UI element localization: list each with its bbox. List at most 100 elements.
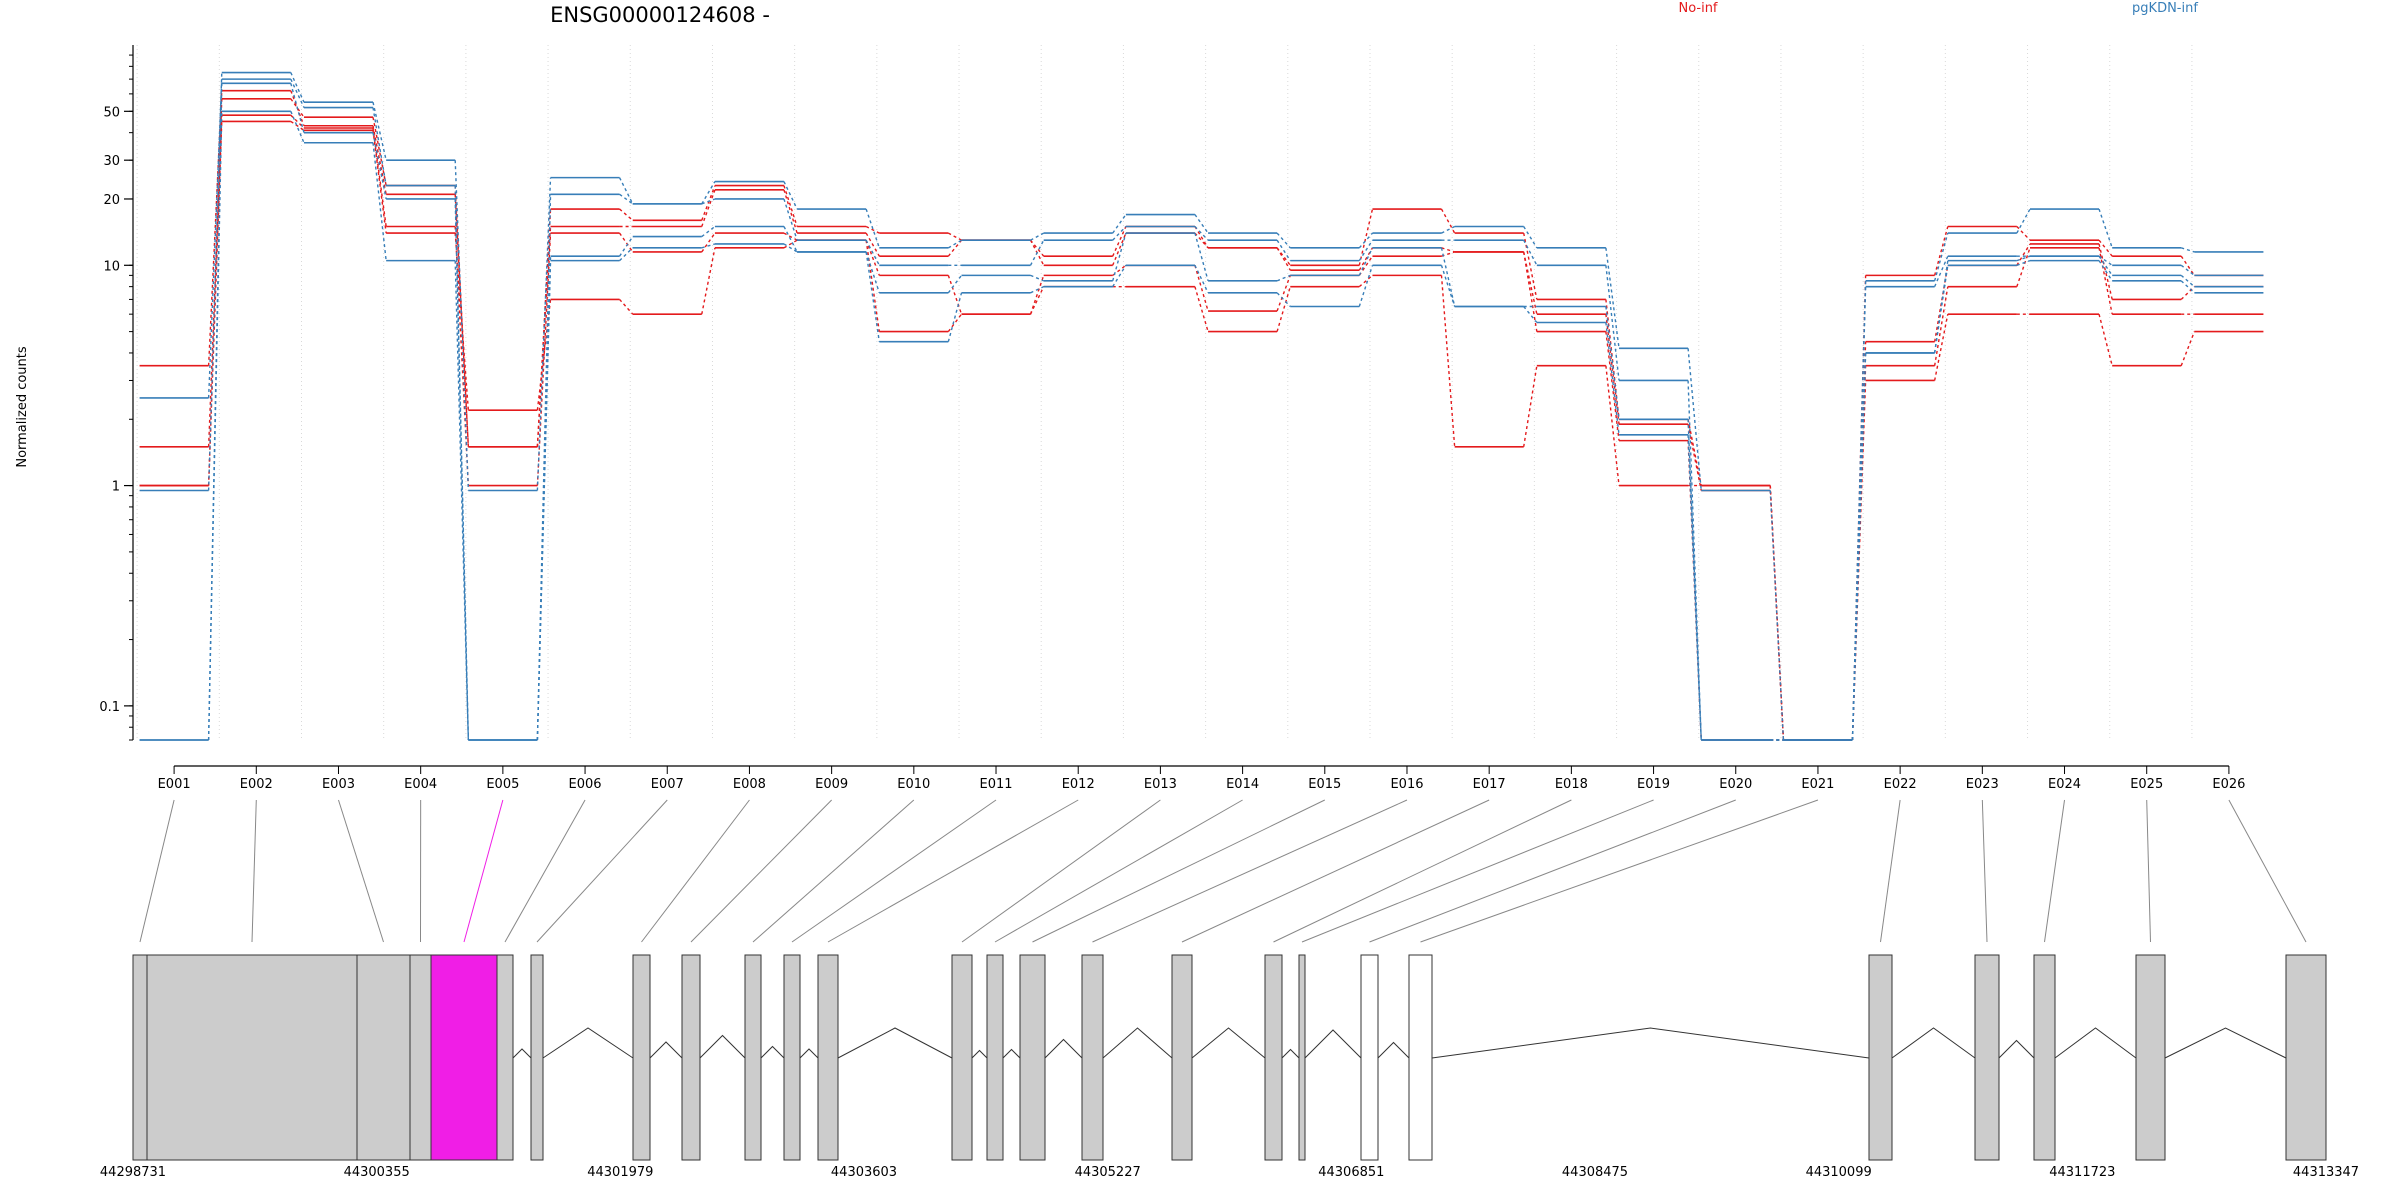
x-tick-label: E003 [322,777,355,792]
intron-line [1431,1027,1870,1059]
series-connector [865,208,880,249]
series-connector [1523,226,1538,249]
x-tick-label: E005 [486,777,519,792]
series-connector [618,236,634,257]
series-connector [1523,251,1538,315]
exon-box [1081,954,1104,1161]
series-connector [948,232,962,241]
grid-lines [136,45,2193,740]
series-connector [783,226,798,253]
series-connector [454,260,470,741]
series-connector [1276,275,1291,312]
y-axis-label: Normalized counts [15,346,30,468]
exon-connector [536,799,668,943]
series-connector [1605,265,1620,381]
gene-model [132,954,2327,1161]
series-connector [1687,419,1702,486]
series-connector [1112,264,1127,288]
intron-line [837,1027,953,1059]
exon-box [356,954,411,1161]
series-connector [947,292,963,342]
series-connector [783,232,798,241]
genomic-coordinate-label: 44311723 [2049,1165,2115,1180]
x-axis: E001 E002 E003 E004 E005 E006 E007 E008 E009 E010… [158,765,2245,792]
series-connector [1523,365,1538,447]
x-tick-label: E016 [1390,777,1423,792]
series-connector [701,185,716,221]
series-connector [2180,255,2195,276]
series-connector [1687,424,1702,491]
x-tick-label: E021 [1801,777,1834,792]
series-connector [1523,251,1538,332]
x-tick-label: E002 [240,777,273,792]
series-connector [701,232,716,253]
x-tick-label: E023 [1966,777,1999,792]
x-tick-label: E009 [815,777,848,792]
exon-connector [1032,799,1326,943]
exon-box [1360,954,1379,1161]
genomic-coordinate-label: 44301979 [587,1165,653,1180]
exon-box [530,954,544,1161]
y-tick-label: 1 [112,480,120,495]
exon-connector [139,799,175,943]
exon-box [2135,954,2166,1161]
series-connector [1276,247,1291,266]
series-connector [783,181,798,210]
x-tick-label: E026 [2212,777,2245,792]
intron-line [1191,1027,1266,1059]
x-tick-label: E014 [1226,777,1259,792]
x-tick-label: E006 [569,777,602,792]
exon-box [1974,954,2000,1161]
series-connector [372,130,387,234]
series-connector [372,102,387,161]
exon-connector [1420,799,1819,943]
exon-box [1868,954,1893,1161]
series-connector [1358,247,1374,276]
exon-box [2033,954,2056,1161]
series-connector [290,98,305,118]
series-connector [1358,255,1374,276]
x-tick-label: E019 [1637,777,1670,792]
intron-line [1002,1048,1021,1059]
genomic-coordinate-label: 44308475 [1562,1165,1628,1180]
genomic-coordinate-label: 44298731 [100,1165,166,1180]
exon-box [1298,954,1306,1161]
x-tick-label: E013 [1144,777,1177,792]
exon-connector-lines [139,799,2307,943]
exon-box [1019,954,1046,1161]
intron-line [1281,1048,1300,1059]
genomic-coordinate-label: 44305227 [1075,1165,1141,1180]
exon-box [986,954,1004,1161]
series-connector [947,275,963,315]
intron-line [1377,1041,1410,1059]
x-tick-label: E008 [733,777,766,792]
series-connector [1194,226,1209,249]
series-connector [207,79,223,398]
series-connector [1358,274,1373,288]
series-lines [139,71,2264,741]
x-tick-label: E007 [651,777,684,792]
x-tick-label: E017 [1473,777,1506,792]
series-connector [1030,232,1045,241]
exon-box [1264,954,1283,1161]
exon-box [430,954,498,1161]
exon-connector [1092,799,1408,943]
y-tick-label: 10 [103,259,120,274]
series-connector [1933,314,1949,381]
series-connector [372,142,387,261]
series-connector [947,239,962,249]
series-connector [619,232,634,253]
series-connector [865,239,880,266]
series-connector [2180,280,2195,294]
series-connector [1605,322,1620,435]
exon-connector [961,799,1161,943]
series-connector [783,243,798,253]
exon-box [1408,954,1433,1161]
series-connector [1440,208,1456,234]
y-tick-label: 0.1 [99,700,120,715]
series-connector [536,194,552,741]
exon-box [632,954,651,1161]
series-connector [1523,239,1538,266]
series-connector [1030,274,1044,282]
genomic-coordinate-label: 44310099 [1806,1165,1872,1180]
